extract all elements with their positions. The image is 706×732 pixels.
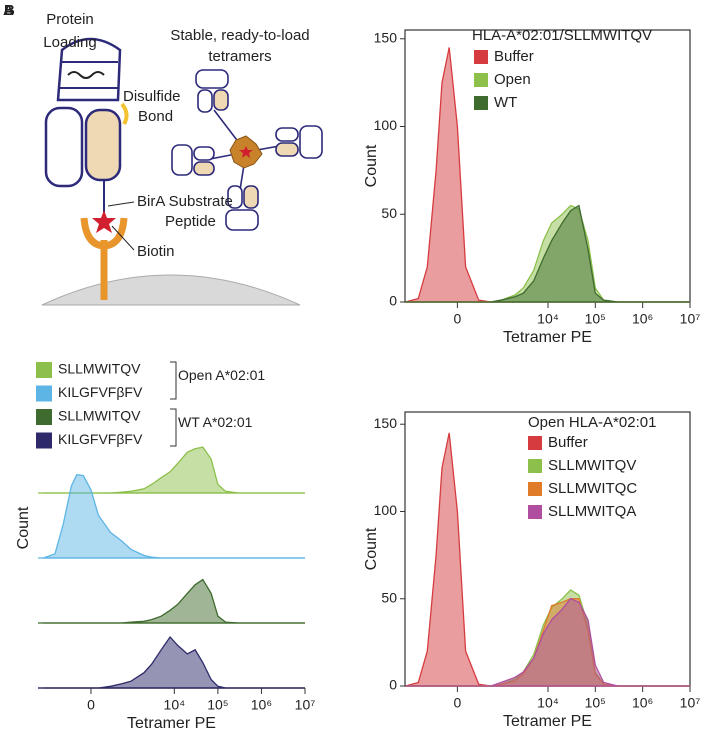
histogram-area bbox=[43, 635, 305, 689]
legend-label: KILGFVFβFV bbox=[58, 384, 143, 400]
legend-swatch bbox=[36, 362, 52, 378]
histogram-area bbox=[405, 597, 690, 687]
panel-label: A bbox=[3, 2, 14, 19]
mhc-groove bbox=[56, 37, 122, 102]
x-tick-label: 10⁷ bbox=[295, 697, 316, 713]
legend-label: SLLMWITQV bbox=[58, 361, 141, 377]
legend-label: SLLMWITQV bbox=[58, 408, 141, 424]
y-tick-label: 0 bbox=[389, 293, 397, 309]
legend-title: HLA-A*02:01/SLLMWITQV bbox=[472, 27, 652, 44]
x-tick-label: 0 bbox=[453, 695, 461, 711]
y-axis-label: Count bbox=[363, 144, 380, 187]
y-tick-label: 100 bbox=[374, 502, 398, 518]
legend-swatch bbox=[528, 436, 542, 450]
legend-label: SLLMWITQC bbox=[548, 480, 637, 497]
diagram: Protein Loading Stable, ready-to-load te… bbox=[41, 11, 323, 306]
x-tick-label: 10⁶ bbox=[251, 697, 272, 713]
x-tick-label: 10⁵ bbox=[585, 311, 606, 327]
tetramer-unit bbox=[275, 125, 323, 159]
legend-swatch bbox=[474, 73, 488, 87]
legend-label: WT bbox=[494, 94, 517, 111]
y-tick-label: 50 bbox=[381, 205, 397, 221]
diagram-label: tetramers bbox=[208, 48, 271, 65]
x-tick-label: 10⁵ bbox=[207, 697, 228, 713]
x-tick-label: 10⁵ bbox=[585, 695, 606, 711]
diagram-label: Biotin bbox=[137, 243, 175, 260]
diagram-label: Stable, ready-to-load bbox=[170, 27, 309, 44]
histogram-area bbox=[405, 204, 690, 303]
x-tick-label: 0 bbox=[87, 697, 95, 713]
diagram-label: Protein bbox=[46, 11, 94, 28]
b2m bbox=[84, 108, 122, 182]
legend-label: Open bbox=[494, 71, 531, 88]
x-tick-label: 10⁶ bbox=[632, 695, 653, 711]
streptavidin bbox=[80, 217, 128, 250]
histogram-area bbox=[43, 473, 305, 559]
disulfide-bond bbox=[120, 102, 129, 126]
y-axis-label: Count bbox=[363, 527, 380, 570]
diagram-label: Peptide bbox=[165, 213, 216, 230]
legend-group-label: WT A*02:01 bbox=[178, 414, 253, 430]
x-tick-label: 10⁴ bbox=[164, 697, 186, 713]
legend-swatch bbox=[528, 505, 542, 519]
y-tick-label: 150 bbox=[374, 29, 398, 45]
pointer bbox=[111, 225, 135, 251]
legend-swatch bbox=[36, 432, 52, 449]
x-tick-label: 10⁷ bbox=[680, 311, 701, 327]
pointer bbox=[107, 201, 135, 207]
legend-swatch bbox=[528, 459, 542, 473]
diagram-label: BirA Substrate bbox=[137, 193, 233, 210]
x-tick-label: 10⁴ bbox=[537, 311, 559, 327]
x-axis-label: Tetramer PE bbox=[503, 713, 592, 730]
x-axis-label: Tetramer PE bbox=[127, 715, 216, 732]
x-axis-label: Tetramer PE bbox=[503, 329, 592, 346]
legend-label: Buffer bbox=[494, 48, 534, 65]
histogram-area bbox=[43, 578, 305, 624]
legend-swatch bbox=[36, 385, 52, 402]
tetramer-unit bbox=[225, 185, 259, 231]
y-tick-label: 150 bbox=[374, 415, 398, 431]
legend-label: SLLMWITQV bbox=[548, 457, 636, 474]
tetramer-unit bbox=[195, 69, 229, 113]
panel-label: B bbox=[4, 2, 15, 19]
diagram-label: Loading bbox=[43, 34, 96, 51]
legend-bracket bbox=[170, 361, 177, 400]
legend-label: Buffer bbox=[548, 434, 588, 451]
x-tick-label: 10⁷ bbox=[680, 695, 701, 711]
y-tick-label: 100 bbox=[374, 117, 398, 133]
legend-label: KILGFVFβFV bbox=[58, 431, 143, 447]
tetramer-unit bbox=[171, 144, 215, 176]
legend-swatch bbox=[474, 96, 488, 110]
peptide bbox=[67, 71, 105, 79]
legend-label: SLLMWITQA bbox=[548, 503, 636, 520]
biotin-star bbox=[92, 210, 116, 233]
x-tick-label: 10⁶ bbox=[632, 311, 653, 327]
legend-swatch bbox=[528, 482, 542, 496]
legend-title: Open HLA-A*02:01 bbox=[528, 414, 656, 431]
x-tick-label: 10⁴ bbox=[537, 695, 559, 711]
legend-swatch bbox=[474, 50, 488, 64]
y-tick-label: 0 bbox=[389, 677, 397, 693]
y-axis-label: Count bbox=[15, 506, 32, 549]
surface bbox=[41, 274, 301, 306]
legend-bracket bbox=[170, 408, 177, 447]
biotin-star bbox=[239, 146, 253, 158]
diagram-label: Disulfide bbox=[123, 88, 181, 105]
legend-swatch bbox=[36, 409, 52, 425]
diagram-label: Bond bbox=[138, 108, 173, 125]
alpha3 bbox=[44, 106, 84, 188]
x-tick-label: 0 bbox=[453, 311, 461, 327]
legend-group-label: Open A*02:01 bbox=[178, 367, 265, 383]
y-tick-label: 50 bbox=[381, 589, 397, 605]
